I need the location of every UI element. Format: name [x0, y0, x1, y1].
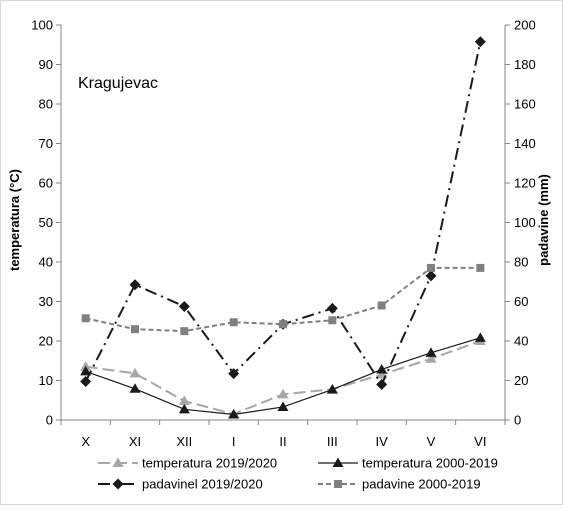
triangle-marker	[326, 384, 338, 394]
triangle-marker	[129, 383, 141, 393]
diamond-marker	[129, 279, 141, 291]
diamond-marker	[228, 368, 240, 380]
chart-annotation: Kragujevac	[78, 75, 158, 92]
x-tick-label: I	[232, 434, 236, 449]
square-marker	[279, 320, 287, 329]
right-tick-label: 60	[514, 294, 528, 309]
x-tick-label: VI	[474, 434, 486, 449]
left-tick-label: 30	[39, 294, 53, 309]
left-axis-ticks: 0 10 20 30 40 50 60 70 80 90 100	[31, 18, 61, 428]
square-marker	[229, 318, 238, 327]
legend-item: padavine 2000-2019	[318, 477, 481, 492]
triangle-marker	[129, 367, 141, 378]
legend-label: padavinel 2019/2020	[142, 477, 263, 492]
square-marker	[328, 316, 337, 325]
square-marker	[377, 301, 386, 310]
right-tick-label: 200	[514, 18, 536, 33]
x-tick-label: III	[327, 434, 338, 449]
right-tick-label: 20	[514, 373, 528, 388]
triangle-marker	[425, 347, 437, 357]
left-tick-label: 20	[39, 334, 53, 349]
left-axis-title: temperatura (°C)	[7, 169, 22, 271]
x-axis-ticks: X XI XII I II III IV V VI	[60, 420, 506, 449]
square-marker	[180, 327, 189, 336]
triangle-marker	[112, 457, 124, 467]
triangle-marker	[332, 457, 344, 467]
right-tick-label: 160	[514, 97, 536, 112]
triangle-marker	[277, 401, 289, 411]
series-2	[80, 332, 486, 419]
diamond-marker	[178, 300, 190, 312]
legend-item: temperatura 2000-2019	[318, 456, 498, 471]
series-line	[85, 266, 481, 333]
left-tick-label: 100	[31, 18, 53, 33]
x-tick-label: XI	[129, 434, 141, 449]
right-tick-label: 120	[514, 176, 536, 191]
square-marker	[131, 325, 139, 334]
triangle-marker	[178, 403, 190, 414]
diamond-marker	[376, 378, 388, 390]
triangle-marker	[80, 365, 92, 376]
triangle-marker	[178, 395, 190, 406]
legend-label: temperatura 2019/2020	[142, 456, 277, 471]
right-tick-label: 100	[514, 215, 536, 230]
left-tick-label: 50	[39, 215, 53, 230]
triangle-marker	[425, 353, 437, 363]
right-tick-label: 180	[514, 57, 536, 72]
legend-item: temperatura 2019/2020	[98, 456, 277, 471]
left-tick-label: 80	[39, 97, 53, 112]
right-axis-ticks: 0 20 40 60 80 100 120 140 160 180 200	[505, 18, 536, 428]
right-tick-label: 0	[514, 413, 521, 428]
x-tick-label: II	[279, 434, 286, 449]
legend-label: padavine 2000-2019	[362, 477, 481, 492]
series-4	[81, 263, 485, 336]
diamond-marker	[474, 36, 486, 48]
left-tick-label: 0	[46, 413, 53, 428]
diamond-marker	[112, 478, 124, 490]
triangle-marker	[277, 388, 289, 399]
right-tick-label: 40	[514, 334, 528, 349]
series-layer	[80, 36, 486, 419]
right-tick-label: 140	[514, 136, 536, 151]
left-tick-label: 90	[39, 57, 53, 72]
left-tick-label: 10	[39, 373, 53, 388]
x-tick-label: X	[81, 434, 90, 449]
x-tick-label: IV	[376, 434, 389, 449]
diamond-marker	[80, 375, 92, 387]
left-tick-label: 40	[39, 255, 53, 270]
triangle-marker	[376, 363, 388, 374]
left-tick-label: 60	[39, 176, 53, 191]
left-tick-label: 70	[39, 136, 53, 151]
legend-item: padavinel 2019/2020	[98, 477, 263, 492]
right-tick-label: 80	[514, 255, 528, 270]
triangle-marker	[474, 332, 486, 342]
diamond-marker	[425, 270, 437, 282]
triangle-marker	[228, 408, 240, 419]
square-marker	[476, 263, 485, 272]
square-marker	[334, 480, 342, 488]
legend: temperatura 2019/2020 temperatura 2000-20…	[98, 456, 498, 492]
diamond-marker	[326, 302, 338, 314]
legend-label: temperatura 2000-2019	[362, 456, 498, 471]
x-tick-label: XII	[176, 434, 192, 449]
square-marker	[81, 314, 90, 323]
square-marker	[427, 263, 435, 272]
right-axis-title: padavine (mm)	[536, 174, 551, 266]
x-tick-label: V	[427, 434, 436, 449]
